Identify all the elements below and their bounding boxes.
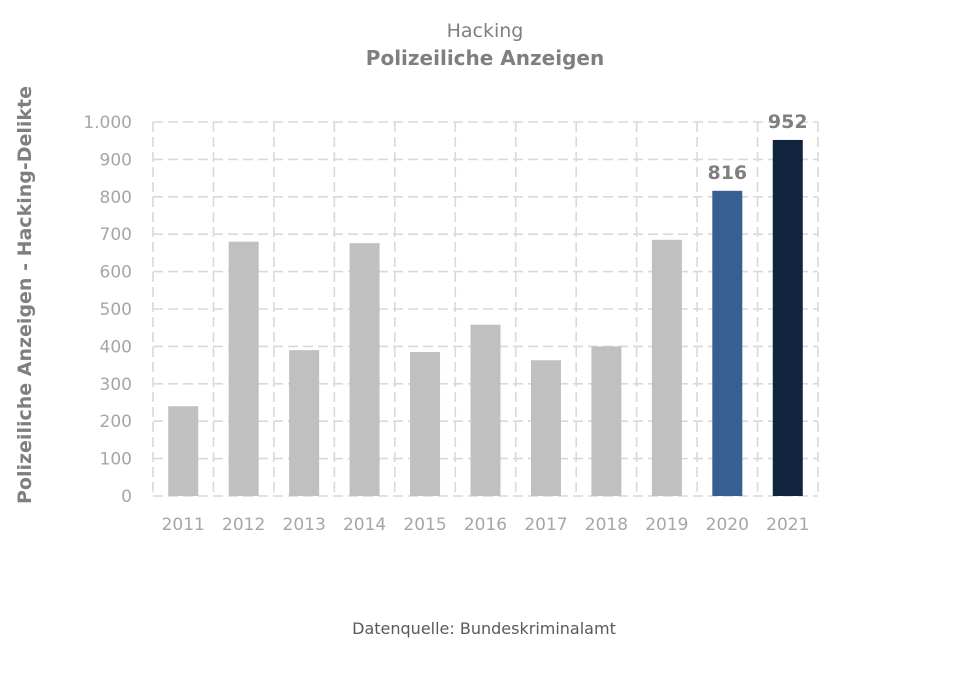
y-tick-label: 900 xyxy=(100,150,132,170)
source-note: Datenquelle: Bundeskriminalamt xyxy=(352,619,616,638)
y-tick-label: 400 xyxy=(100,337,132,357)
x-tick-label: 2012 xyxy=(222,515,265,535)
x-tick-label: 2019 xyxy=(645,515,688,535)
data-label-2020: 816 xyxy=(707,162,747,184)
bar-2018 xyxy=(591,346,622,496)
bars xyxy=(168,139,803,497)
y-tick-label: 200 xyxy=(100,412,132,432)
bar-2011 xyxy=(168,406,199,496)
bar-2016 xyxy=(470,324,501,496)
x-tick-label: 2016 xyxy=(464,515,507,535)
bar-2021 xyxy=(772,139,803,496)
data-labels: 816 952 xyxy=(707,111,807,184)
x-tick-label: 2011 xyxy=(162,515,205,535)
bar-2012 xyxy=(228,241,259,496)
y-tick-label: 700 xyxy=(100,225,132,245)
gridlines xyxy=(152,121,819,497)
x-tick-label: 2015 xyxy=(403,515,446,535)
y-tick-label: 1.000 xyxy=(83,113,132,133)
x-tick-label: 2013 xyxy=(283,515,326,535)
y-axis-ticks: 0 100 200 300 400 500 600 700 800 900 1.000 xyxy=(83,113,132,507)
y-tick-label: 500 xyxy=(100,300,132,320)
bar-2019 xyxy=(651,239,682,496)
x-tick-label: 2018 xyxy=(585,515,628,535)
x-axis-ticks: 2011 2012 2013 2014 2015 2016 2017 2018 2019 2020… xyxy=(162,515,810,535)
bar-2017 xyxy=(530,360,561,496)
y-tick-label: 600 xyxy=(100,263,132,283)
bar-2020 xyxy=(712,190,743,497)
data-label-2021: 952 xyxy=(768,111,808,133)
chart-subtitle: Polizeiliche Anzeigen xyxy=(366,46,604,70)
y-tick-label: 800 xyxy=(100,188,132,208)
bar-2014 xyxy=(349,243,380,496)
y-tick-label: 0 xyxy=(121,487,132,507)
y-tick-label: 300 xyxy=(100,375,132,395)
y-axis-label: Polizeiliche Anzeigen - Hacking-Delikte xyxy=(14,86,36,504)
bar-2015 xyxy=(410,352,441,496)
x-tick-label: 2021 xyxy=(766,515,809,535)
x-tick-label: 2020 xyxy=(706,515,749,535)
bar-2013 xyxy=(289,350,320,496)
chart-title: Hacking xyxy=(447,20,524,42)
y-tick-label: 100 xyxy=(100,450,132,470)
x-tick-label: 2014 xyxy=(343,515,386,535)
x-tick-label: 2017 xyxy=(524,515,567,535)
